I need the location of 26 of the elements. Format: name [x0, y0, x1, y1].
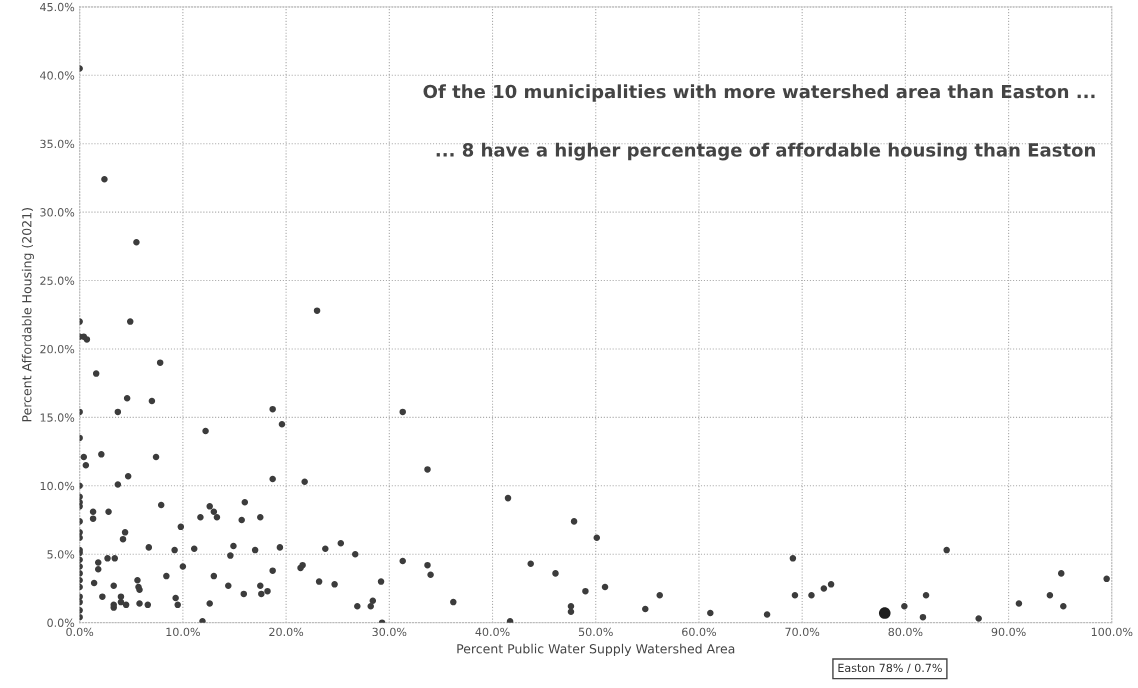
y-tick-label: 5.0% [47, 550, 75, 559]
x-tick-label: 60.0% [682, 627, 716, 637]
annotation: Of the 10 municipalities with more watershed area than Easton ... [423, 84, 1095, 102]
x-tick-label: 10.0% [166, 627, 200, 637]
x-tick-label: 30.0% [372, 627, 407, 637]
y-tick-label: 10.0% [40, 481, 75, 491]
y-tick-label: 20.0% [40, 344, 75, 354]
y-tick-label: 25.0% [40, 276, 75, 285]
x-tick-label: 80.0% [888, 627, 923, 637]
x-tick-label: 40.0% [475, 627, 510, 637]
y-axis-title: Percent Affordable Housing (2021) [21, 208, 34, 422]
y-tick-label: 40.0% [40, 71, 75, 80]
y-tick-label: 30.0% [40, 208, 75, 217]
y-tick-label: 45.0% [40, 2, 75, 12]
x-axis-title: Percent Public Water Supply Watershed Area [457, 643, 735, 656]
x-tick-label: 50.0% [578, 627, 613, 637]
x-tick-label: 90.0% [991, 627, 1026, 637]
x-tick-label: 20.0% [269, 627, 304, 637]
text: Easton 78% / 0.7% [838, 663, 942, 673]
annotation: ... 8 have a higher percentage of affordable housing than Easton [436, 142, 1095, 161]
x-tick-label: 0.0% [66, 627, 94, 637]
x-tick-label: 100.0% [1091, 627, 1133, 637]
y-tick-label: 0.0% [47, 618, 75, 628]
y-tick-label: 35.0% [40, 139, 75, 149]
y-tick-label: 15.0% [40, 413, 75, 422]
x-tick-label: 70.0% [785, 627, 820, 637]
